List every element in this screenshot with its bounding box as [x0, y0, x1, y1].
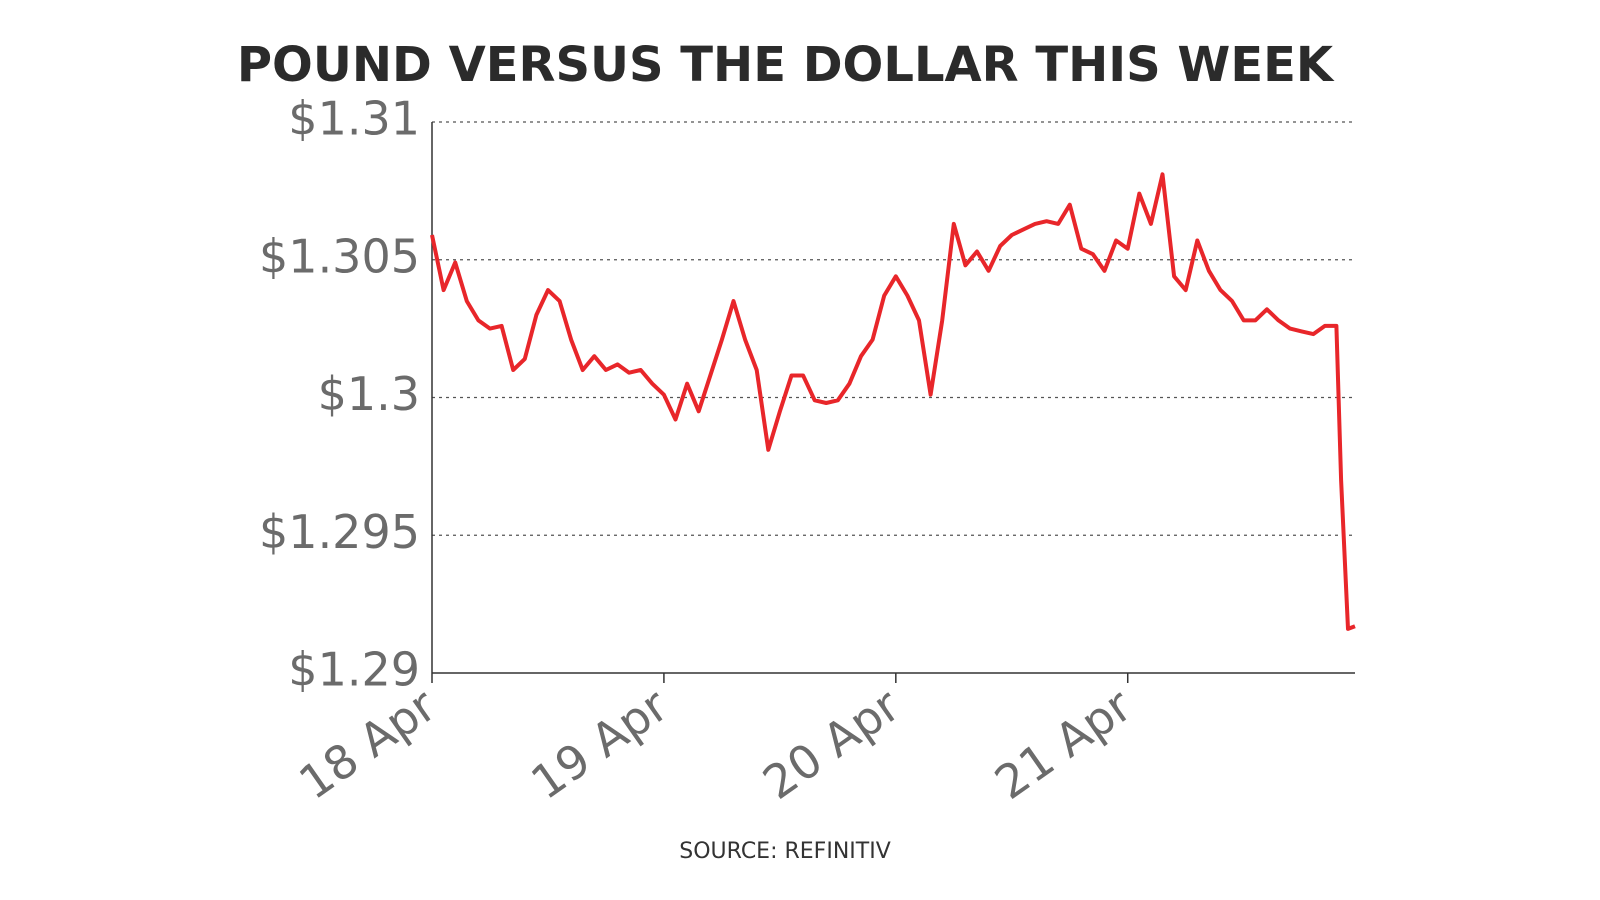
source: SOURCE: REFINITIV — [679, 839, 891, 864]
y-tick-label: $1.31 — [288, 92, 420, 146]
chart-title: POUND VERSUS THE DOLLAR THIS WEEK — [237, 37, 1335, 93]
y-tick-label: $1.29 — [288, 643, 420, 697]
line — [430, 172, 1356, 631]
x-tick-label: 20 Apr — [753, 678, 909, 810]
x-tick-label: 19 Apr — [521, 678, 677, 810]
y-tick-label: $1.295 — [259, 505, 420, 559]
y-tick-label: $1.305 — [259, 229, 420, 283]
y-tick-label: $1.3 — [318, 367, 420, 421]
x-tick-label: 18 Apr — [289, 678, 445, 810]
x-tick-label: 21 Apr — [985, 678, 1141, 810]
